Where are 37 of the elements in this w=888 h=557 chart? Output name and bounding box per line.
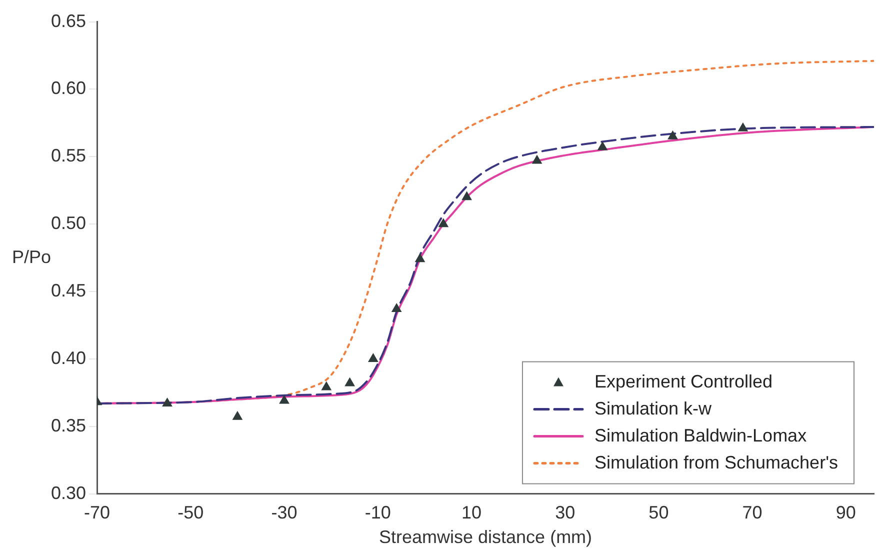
legend-label: Simulation Baldwin-Lomax bbox=[594, 425, 807, 446]
y-tick-label: 0.30 bbox=[50, 482, 86, 503]
y-tick-label: 0.65 bbox=[50, 10, 86, 31]
legend-label: Experiment Controlled bbox=[594, 371, 773, 392]
point bbox=[392, 304, 402, 312]
point bbox=[462, 192, 472, 200]
y-tick-label: 0.55 bbox=[50, 146, 86, 166]
x-tick-label: 30 bbox=[555, 502, 576, 523]
point bbox=[344, 378, 355, 386]
legend-label: Simulation k-w bbox=[594, 398, 713, 418]
x-tick-label: 70 bbox=[742, 502, 762, 523]
point bbox=[368, 353, 378, 362]
point bbox=[532, 155, 542, 164]
point bbox=[162, 398, 172, 406]
y-tick-label: 0.35 bbox=[50, 415, 86, 436]
y-tick-label: 0.45 bbox=[50, 280, 86, 300]
y-axis-title: P/Po bbox=[12, 246, 52, 267]
y-tick-label: 0.60 bbox=[50, 78, 86, 98]
y-tick-label: 0.40 bbox=[50, 348, 86, 368]
x-tick-label: 50 bbox=[648, 502, 669, 523]
point bbox=[668, 130, 678, 140]
x-tick-label: -10 bbox=[364, 502, 391, 523]
point bbox=[232, 411, 242, 420]
point bbox=[738, 122, 748, 132]
legend-label: Simulation from Schumacher's bbox=[594, 452, 838, 472]
point bbox=[598, 142, 608, 150]
point bbox=[438, 218, 448, 228]
y-tick-label: 0.50 bbox=[50, 213, 86, 234]
x-tick-label: 10 bbox=[461, 502, 482, 523]
x-tick-label: 90 bbox=[836, 502, 856, 523]
point bbox=[322, 382, 332, 390]
point bbox=[415, 254, 425, 262]
point bbox=[279, 395, 290, 404]
x-tick-label: -70 bbox=[84, 502, 110, 523]
x-axis-title: Streamwise distance (mm) bbox=[378, 527, 592, 548]
x-tick-label: -50 bbox=[178, 502, 204, 523]
x-tick-label: -30 bbox=[271, 502, 298, 523]
